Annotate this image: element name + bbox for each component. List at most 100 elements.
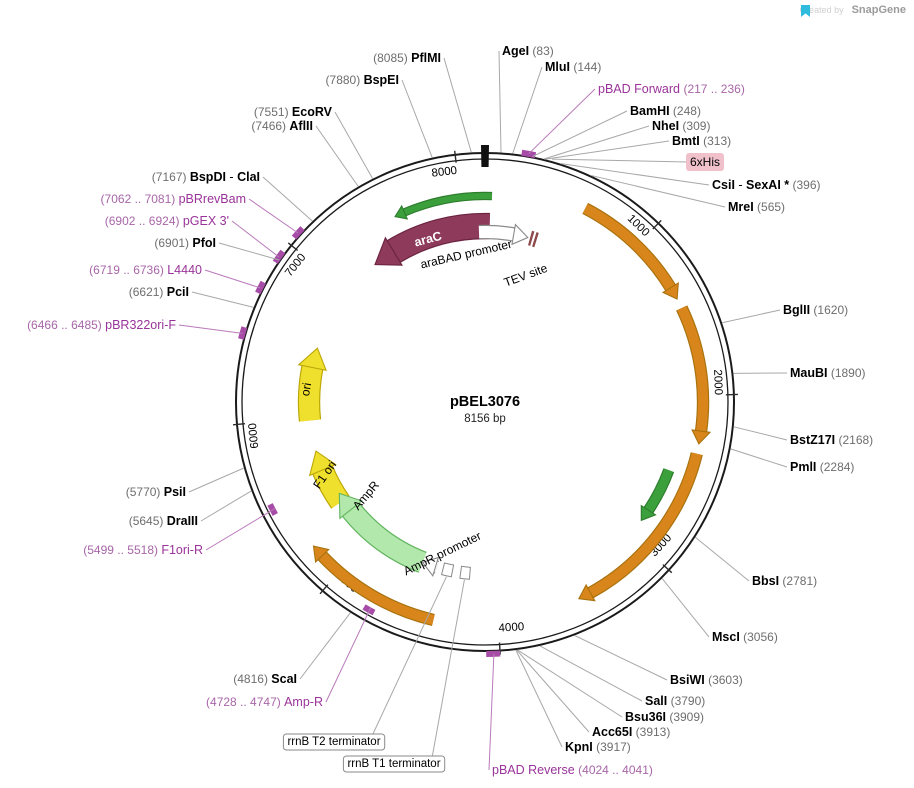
l4440-label: (6719 .. 6736) L4440 (89, 263, 202, 277)
cds-orange-3-outline (587, 452, 703, 599)
araBAD-promoter-arrow (478, 226, 515, 241)
rrnb-t2-terminator (440, 562, 455, 578)
bglii-label: BglII (1620) (783, 303, 848, 317)
pcii-leader (191, 291, 254, 308)
bspei-leader (401, 79, 433, 158)
mrei-leader (590, 174, 726, 208)
cds-orange-3-head (578, 583, 596, 602)
pbad-forward-leader (528, 88, 596, 155)
primer-pbrrevbam (291, 226, 305, 240)
amp-r-leader (325, 607, 372, 703)
tev-site-label: TEV site (502, 261, 550, 290)
pbrrevbam-leader (248, 198, 299, 234)
msci-leader (661, 578, 710, 638)
rrnb-t1-terminator (459, 565, 471, 580)
pfoi-label: (6901) PfoI (154, 236, 216, 250)
sali-label: SalI (3790) (645, 694, 705, 708)
agei-leader (498, 50, 502, 153)
bmti-label: BmtI (313) (672, 134, 731, 148)
acc65i-label: Acc65I (3913) (592, 725, 670, 739)
tick-6000 (232, 423, 246, 426)
cds-orange-4-head (312, 545, 330, 564)
kpni-label: KpnI (3917) (565, 740, 631, 754)
ori-label: ori (298, 382, 314, 398)
plasmid-size: 8156 bp (464, 413, 506, 425)
acc65i-leader (516, 649, 590, 733)
pbrrevbam-label: (7062 .. 7081) pBRrevBam (101, 192, 246, 206)
cds-orange-2 (677, 305, 708, 432)
bsiwi-leader (574, 634, 668, 681)
tick-label-7000: 7000 (283, 252, 308, 279)
araC-cds-head (374, 236, 403, 266)
tick-label-8000: 8000 (431, 165, 458, 180)
pgex-3-leader (231, 220, 280, 258)
misc-green-top-head (394, 204, 409, 220)
cds-orange-1-head (661, 281, 679, 300)
psii-leader (188, 467, 245, 493)
primer-l4440 (255, 280, 266, 295)
bsu36i-leader (517, 649, 623, 718)
ori-arrow-head (297, 347, 327, 372)
draiii-label: (5645) DraIII (129, 514, 198, 528)
watermark-brand: SnapGene (851, 4, 906, 16)
tick-1000 (652, 219, 662, 230)
6xhis-box (686, 153, 724, 171)
arac-label: araC (413, 229, 443, 250)
nhei-leader (543, 125, 650, 160)
bspdi-clai-leader (262, 176, 313, 222)
bsu36i-label: Bsu36I (3909) (625, 710, 704, 724)
psii-label: (5770) PsiI (126, 485, 186, 499)
plasmid-name: pBEL3076 (450, 394, 520, 410)
bstz17i-label: BstZ17I (2168) (790, 433, 873, 447)
cds-orange-3 (588, 452, 702, 598)
tick-label-6000: 6000 (247, 422, 261, 449)
ecorv-label: (7551) EcoRV (254, 105, 333, 119)
6xhis-label: 6xHis (690, 155, 720, 169)
bstz17i-leader (733, 426, 788, 441)
maubi-label: MauBI (1890) (790, 366, 866, 380)
f1ori-r-label: (5499 .. 5518) F1ori-R (83, 543, 203, 557)
nhei-label: NheI (309) (652, 119, 710, 133)
amp-r-label: (4728 .. 4747) Amp-R (206, 695, 323, 709)
pbad-forward-label: pBAD Forward (217 .. 236) (598, 82, 745, 96)
pflmi-leader (443, 57, 472, 153)
ampr-promoter-arrow-head (421, 556, 440, 577)
tick-label-2000: 2000 (711, 369, 724, 395)
6xhis-leader (552, 158, 688, 163)
scai-leader (299, 612, 351, 680)
bglii-leader (721, 309, 781, 324)
pgex-3-label: (6902 .. 6924) pGEX 3' (105, 214, 229, 228)
rrnb-t1-label: rrnB T1 terminator (347, 758, 440, 770)
primer-amp-r (362, 604, 376, 616)
bspdi-clai-label: (7167) BspDI - ClaI (152, 170, 260, 184)
primer-pbad-reverse (486, 650, 501, 657)
ecorv-leader (334, 111, 374, 179)
aflii-leader (315, 125, 359, 187)
bamhi-label: BamHI (248) (630, 104, 701, 118)
draiii-leader (200, 490, 252, 522)
tick-7000 (287, 242, 299, 251)
f1-ori-arrow-head (308, 450, 337, 477)
watermark: Created by SnapGene (800, 4, 906, 17)
agei-label: AgeI (83) (502, 44, 554, 58)
mlui-label: MluI (144) (545, 60, 601, 74)
ampr-arrow-head (338, 492, 363, 520)
csii-sexai-leader (560, 163, 710, 186)
bspei-label: (7880) BspEI (326, 73, 399, 87)
rrnb-t1-leader (431, 579, 465, 759)
bsiwi-label: BsiWI (3603) (670, 673, 743, 687)
msci-label: MscI (3056) (712, 630, 778, 644)
tev-site-mark-2 (532, 232, 539, 248)
csii-sexai-label: CsiI - SexAI * (396) (712, 178, 821, 192)
cds-orange-1 (582, 203, 675, 291)
mrei-label: MreI (565) (728, 200, 785, 214)
tick-5000 (319, 584, 329, 595)
ampr-label: AmpR (350, 478, 382, 513)
kpni-leader (515, 649, 563, 748)
zero-mark (481, 144, 489, 167)
mlui-leader (512, 66, 543, 154)
l4440-leader (204, 269, 261, 289)
cds-green-right-head (640, 504, 657, 522)
